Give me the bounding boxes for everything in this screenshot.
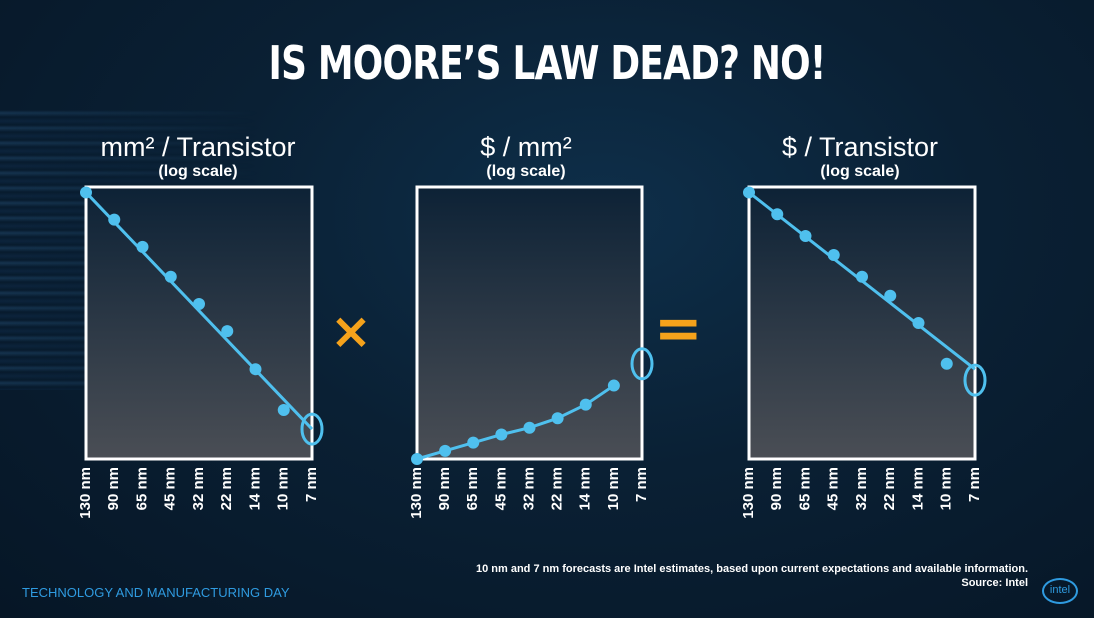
footnote-text: 10 nm and 7 nm forecasts are Intel estim… [476,563,1028,575]
chart2-point-1 [411,453,423,465]
chart1-tick-label: 130 nm [77,467,94,519]
chart3-point-7 [912,317,925,329]
chart1-point-6 [221,325,234,338]
chart1-point-2 [108,213,121,226]
chart2-forecast-highlight [630,347,654,381]
chart3-subtitle: (log scale) [820,163,900,180]
chart2-tick-label: 22 nm [549,467,566,510]
chart3-point-3 [799,229,812,242]
chart1-point-4 [164,270,177,283]
chart1-point-1 [80,186,92,199]
chart3-point-8 [940,357,953,370]
chart3-point-2 [771,208,784,221]
chart1-point-8 [277,404,290,417]
chart1-tick-label: 22 nm [218,467,235,510]
chart1-subtitle: (log scale) [158,163,238,180]
chart3-point-5 [856,270,868,283]
chart2-tick-label: 90 nm [436,467,453,510]
chart2-title: $ / mm² [480,132,572,162]
equals-operator: = [654,294,703,362]
chart1-title: mm² / Transistor [100,132,296,162]
chart1-tick-label: 65 nm [133,467,150,510]
chart1-point-7 [249,363,262,376]
chart2-tick-label: 45 nm [492,467,509,510]
footnote-source: Source: Intel [961,577,1028,589]
chart3-tick-label: 90 nm [768,467,785,510]
chart2-point-8 [607,379,620,392]
chart2-tick-label: 14 nm [577,467,594,510]
chart1-tick-label: 90 nm [105,467,122,510]
chart3-tick-label: 7 nm [966,467,983,502]
chart3-point-4 [827,249,840,261]
chart3-point-6 [884,289,897,302]
chart3-tick-label: 10 nm [938,467,955,510]
chart1-forecast-highlight [300,412,324,446]
chart3-title: $ / Transistor [781,132,939,162]
chart2-tick-label: 7 nm [633,467,650,502]
chart3-forecast-highlight [963,363,987,397]
chart2-tick-label: 10 nm [605,467,622,510]
chart3-point-1 [743,186,755,199]
chart2-tick-label: 130 nm [408,467,425,519]
chart2-point-3 [467,436,480,449]
chart1-tick-label: 45 nm [162,467,179,510]
chart1-tick-label: 10 nm [275,467,292,510]
chart2-point-6 [551,412,564,425]
event-footer: TECHNOLOGY AND MANUFACTURING DAY [22,585,290,600]
chart3-tick-label: 130 nm [740,467,757,519]
chart3-tick-label: 65 nm [796,467,813,510]
multiply-operator: × [330,302,372,360]
chart1-point-3 [136,240,149,253]
chart1-point-5 [193,297,205,310]
chart3-plot-area [747,185,977,461]
chart2-point-7 [579,398,592,411]
chart2-point-2 [439,444,452,457]
chart1-tick-label: 7 nm [303,467,320,502]
chart2-point-4 [495,428,508,441]
chart1-tick-label: 14 nm [246,467,263,510]
chart2-tick-label: 32 nm [520,467,537,510]
chart2-tick-label: 65 nm [464,467,481,510]
footnote: 10 nm and 7 nm forecasts are Intel estim… [476,562,1028,590]
chart2-subtitle: (log scale) [486,163,566,180]
chart3-tick-label: 22 nm [881,467,898,510]
chart1-trend-line [84,191,314,431]
intel-logo: intel [1042,578,1078,604]
chart1-tick-label: 32 nm [190,467,207,510]
chart2-point-5 [523,421,536,434]
chart3-tick-label: 14 nm [909,467,926,510]
chart3-tick-label: 45 nm [825,467,842,510]
chart2-plot-area [415,185,644,461]
page-title: IS MOORE’S LAW DEAD? NO! [268,36,827,90]
chart3-tick-label: 32 nm [853,467,870,510]
